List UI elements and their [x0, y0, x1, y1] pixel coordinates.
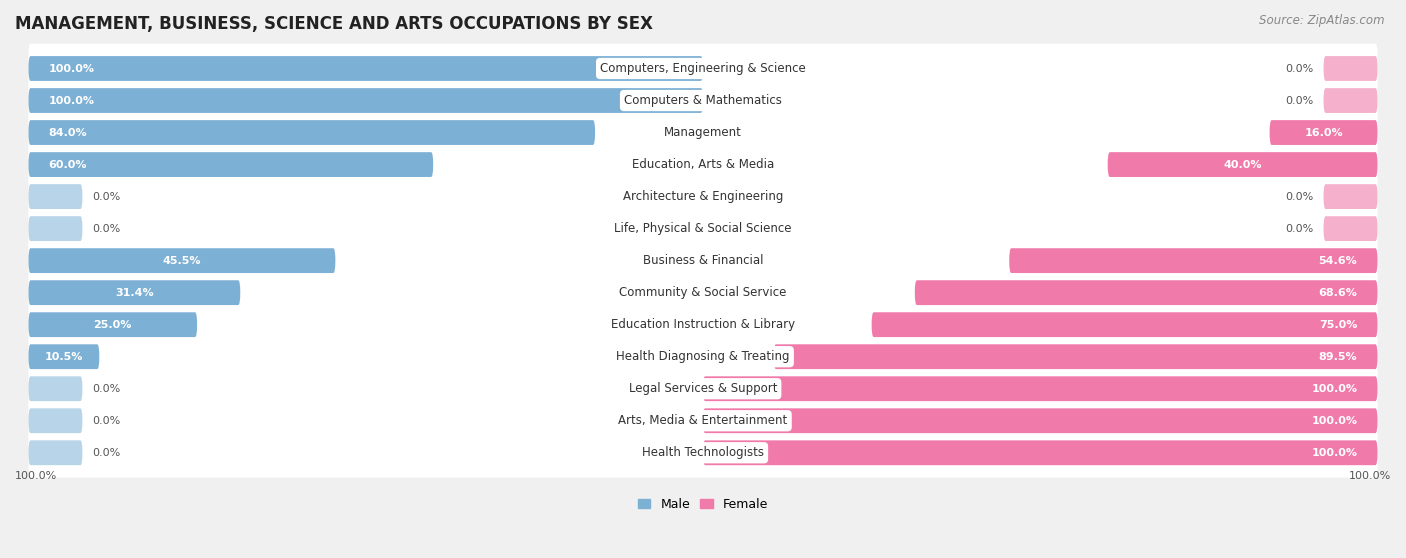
- Text: 89.5%: 89.5%: [1319, 352, 1357, 362]
- FancyBboxPatch shape: [28, 152, 433, 177]
- Text: 100.0%: 100.0%: [49, 95, 94, 105]
- FancyBboxPatch shape: [28, 300, 1378, 349]
- Text: 68.6%: 68.6%: [1319, 288, 1357, 297]
- FancyBboxPatch shape: [1323, 56, 1378, 81]
- Text: Education Instruction & Library: Education Instruction & Library: [612, 318, 794, 331]
- Text: Education, Arts & Media: Education, Arts & Media: [631, 158, 775, 171]
- FancyBboxPatch shape: [1323, 184, 1378, 209]
- Text: 75.0%: 75.0%: [1319, 320, 1357, 330]
- FancyBboxPatch shape: [1010, 248, 1378, 273]
- FancyBboxPatch shape: [1270, 120, 1378, 145]
- FancyBboxPatch shape: [28, 440, 83, 465]
- Text: 100.0%: 100.0%: [1312, 416, 1357, 426]
- FancyBboxPatch shape: [28, 248, 336, 273]
- FancyBboxPatch shape: [773, 344, 1378, 369]
- Text: MANAGEMENT, BUSINESS, SCIENCE AND ARTS OCCUPATIONS BY SEX: MANAGEMENT, BUSINESS, SCIENCE AND ARTS O…: [15, 15, 652, 33]
- Text: 40.0%: 40.0%: [1223, 160, 1261, 170]
- FancyBboxPatch shape: [28, 280, 240, 305]
- Text: 54.6%: 54.6%: [1319, 256, 1357, 266]
- Text: Arts, Media & Entertainment: Arts, Media & Entertainment: [619, 414, 787, 427]
- FancyBboxPatch shape: [28, 108, 1378, 157]
- Text: 16.0%: 16.0%: [1305, 128, 1343, 138]
- FancyBboxPatch shape: [28, 408, 83, 433]
- Text: 84.0%: 84.0%: [49, 128, 87, 138]
- Text: Management: Management: [664, 126, 742, 139]
- Text: Life, Physical & Social Science: Life, Physical & Social Science: [614, 222, 792, 235]
- Text: Computers, Engineering & Science: Computers, Engineering & Science: [600, 62, 806, 75]
- FancyBboxPatch shape: [28, 216, 83, 241]
- FancyBboxPatch shape: [1323, 88, 1378, 113]
- FancyBboxPatch shape: [28, 428, 1378, 478]
- Text: Computers & Mathematics: Computers & Mathematics: [624, 94, 782, 107]
- Text: Community & Social Service: Community & Social Service: [619, 286, 787, 299]
- FancyBboxPatch shape: [28, 364, 1378, 413]
- FancyBboxPatch shape: [915, 280, 1378, 305]
- FancyBboxPatch shape: [872, 312, 1378, 337]
- Text: Source: ZipAtlas.com: Source: ZipAtlas.com: [1260, 14, 1385, 27]
- Text: 45.5%: 45.5%: [163, 256, 201, 266]
- Text: 0.0%: 0.0%: [93, 191, 121, 201]
- Text: 100.0%: 100.0%: [1312, 448, 1357, 458]
- FancyBboxPatch shape: [28, 204, 1378, 253]
- FancyBboxPatch shape: [28, 344, 100, 369]
- Text: 0.0%: 0.0%: [93, 384, 121, 394]
- FancyBboxPatch shape: [28, 88, 703, 113]
- Text: 0.0%: 0.0%: [93, 224, 121, 234]
- Text: 0.0%: 0.0%: [1285, 64, 1313, 74]
- FancyBboxPatch shape: [28, 76, 1378, 126]
- Text: 0.0%: 0.0%: [1285, 95, 1313, 105]
- Text: 100.0%: 100.0%: [1348, 471, 1391, 481]
- FancyBboxPatch shape: [1108, 152, 1378, 177]
- Text: Health Technologists: Health Technologists: [643, 446, 763, 459]
- Text: 0.0%: 0.0%: [93, 416, 121, 426]
- Text: 100.0%: 100.0%: [1312, 384, 1357, 394]
- Text: 100.0%: 100.0%: [49, 64, 94, 74]
- Text: 100.0%: 100.0%: [15, 471, 58, 481]
- Text: Health Diagnosing & Treating: Health Diagnosing & Treating: [616, 350, 790, 363]
- FancyBboxPatch shape: [28, 44, 1378, 93]
- FancyBboxPatch shape: [28, 268, 1378, 318]
- FancyBboxPatch shape: [28, 140, 1378, 189]
- Text: 0.0%: 0.0%: [1285, 191, 1313, 201]
- FancyBboxPatch shape: [28, 184, 83, 209]
- Text: 10.5%: 10.5%: [45, 352, 83, 362]
- Text: Business & Financial: Business & Financial: [643, 254, 763, 267]
- FancyBboxPatch shape: [28, 120, 595, 145]
- Text: 31.4%: 31.4%: [115, 288, 153, 297]
- Text: Architecture & Engineering: Architecture & Engineering: [623, 190, 783, 203]
- FancyBboxPatch shape: [28, 396, 1378, 445]
- FancyBboxPatch shape: [28, 172, 1378, 222]
- FancyBboxPatch shape: [703, 376, 1378, 401]
- FancyBboxPatch shape: [28, 312, 197, 337]
- FancyBboxPatch shape: [28, 376, 83, 401]
- FancyBboxPatch shape: [28, 332, 1378, 382]
- FancyBboxPatch shape: [1323, 216, 1378, 241]
- FancyBboxPatch shape: [703, 408, 1378, 433]
- Legend: Male, Female: Male, Female: [633, 493, 773, 516]
- FancyBboxPatch shape: [703, 440, 1378, 465]
- Text: 0.0%: 0.0%: [93, 448, 121, 458]
- Text: Legal Services & Support: Legal Services & Support: [628, 382, 778, 395]
- Text: 25.0%: 25.0%: [94, 320, 132, 330]
- FancyBboxPatch shape: [28, 236, 1378, 286]
- Text: 60.0%: 60.0%: [49, 160, 87, 170]
- Text: 0.0%: 0.0%: [1285, 224, 1313, 234]
- FancyBboxPatch shape: [28, 56, 703, 81]
